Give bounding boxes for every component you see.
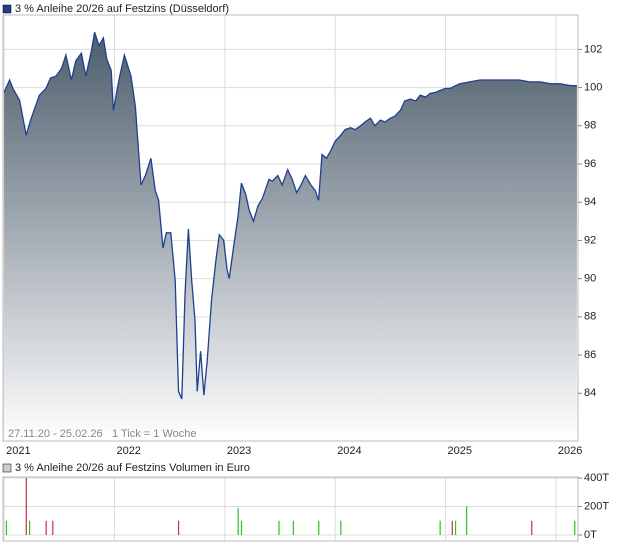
legend-swatch <box>2 463 12 473</box>
x-tick-label: 2022 <box>116 445 140 457</box>
area-fill <box>4 32 577 441</box>
x-tick-label: 2026 <box>558 445 582 457</box>
x-tick-label: 2023 <box>227 445 251 457</box>
y-tick-label: 86 <box>584 349 596 361</box>
x-tick-label: 2024 <box>337 445 361 457</box>
volume-bar <box>439 520 441 535</box>
volume-bar <box>25 478 27 535</box>
volume-title: 3 % Anleihe 20/26 auf Festzins Volumen i… <box>15 462 250 474</box>
y-tick-label: 84 <box>584 387 596 399</box>
volume-bar <box>454 520 457 535</box>
y-tick-label: 94 <box>584 196 596 208</box>
plot-layer: 84 86 88 90 92 94 96 98 100 102 2021 2022 2023 2024 20… <box>2 14 609 542</box>
legend-swatch <box>2 4 12 14</box>
x-tick-label: 2025 <box>448 445 472 457</box>
tick-note: 1 Tick = 1 Woche <box>112 428 196 440</box>
y-tick-label: 96 <box>584 158 596 170</box>
volume-bar <box>28 520 31 535</box>
plot-frame <box>2 476 579 542</box>
y-tick-label: 0T <box>584 529 597 541</box>
chart-title: 3 % Anleihe 20/26 auf Festzins (Düsseldo… <box>15 3 229 15</box>
volume-bar <box>278 520 280 535</box>
y-tick-label: 98 <box>584 120 596 132</box>
y-tick-label: 400T <box>584 472 609 484</box>
volume-bar <box>531 520 533 535</box>
plot-frame <box>2 14 579 442</box>
volume-bar <box>318 520 320 535</box>
y-tick-label: 88 <box>584 311 596 323</box>
volume-bar <box>451 520 453 535</box>
volume-bar <box>52 520 54 535</box>
volume-bar <box>292 520 294 535</box>
volume-bar <box>340 520 342 535</box>
y-tick-label: 200T <box>584 500 609 512</box>
y-tick-label: 90 <box>584 273 596 285</box>
volume-bar <box>5 520 8 535</box>
y-tick-label: 92 <box>584 234 596 246</box>
y-tick-label: 102 <box>584 43 602 55</box>
x-tick-label: 2021 <box>6 445 30 457</box>
volume-bar <box>466 506 468 535</box>
y-tick-label: 100 <box>584 81 602 93</box>
volume-bar <box>240 520 243 535</box>
date-range: 27.11.20 - 25.02.26 <box>8 428 103 440</box>
volume-bar <box>177 520 180 535</box>
volume-bar <box>574 520 576 535</box>
volume-bar <box>45 520 47 535</box>
price-line <box>3 31 577 400</box>
volume-bar <box>237 507 239 535</box>
